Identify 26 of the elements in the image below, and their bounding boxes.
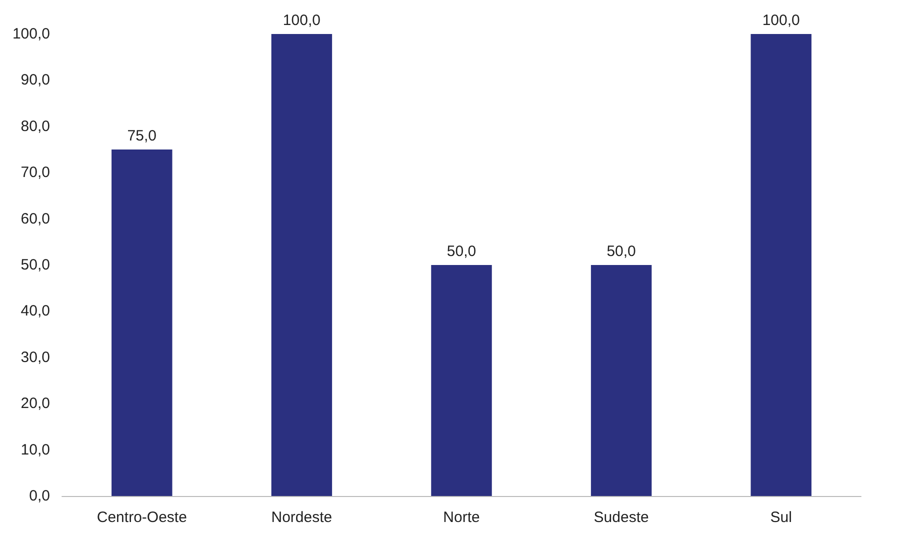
bar — [271, 34, 332, 496]
y-tick-label: 10,0 — [20, 441, 50, 458]
x-tick-label: Sudeste — [594, 509, 649, 526]
x-tick-label: Norte — [443, 509, 480, 526]
y-tick-label: 60,0 — [20, 210, 50, 228]
data-label: 100,0 — [762, 12, 800, 29]
y-tick-label: 100,0 — [12, 26, 50, 42]
y-tick-label: 90,0 — [20, 72, 50, 89]
y-tick-label: 20,0 — [20, 395, 50, 412]
data-label: 50,0 — [446, 243, 476, 260]
data-label: 75,0 — [127, 128, 156, 144]
x-tick-label: Nordeste — [271, 509, 332, 526]
y-tick-label: 80,0 — [20, 118, 50, 135]
bar — [112, 150, 172, 496]
bar — [590, 265, 652, 496]
bar — [750, 34, 812, 496]
y-tick-label: 70,0 — [20, 164, 50, 182]
bar — [431, 265, 492, 496]
y-tick-label: 0,0 — [29, 488, 50, 504]
x-tick-label: Centro-Oeste — [96, 509, 187, 526]
data-label: 50,0 — [606, 243, 636, 260]
y-tick-label: 40,0 — [20, 302, 50, 320]
data-label: 100,0 — [282, 12, 320, 29]
x-tick-label: Sul — [770, 509, 792, 526]
y-tick-label: 30,0 — [20, 348, 50, 366]
y-tick-label: 50,0 — [20, 256, 50, 274]
